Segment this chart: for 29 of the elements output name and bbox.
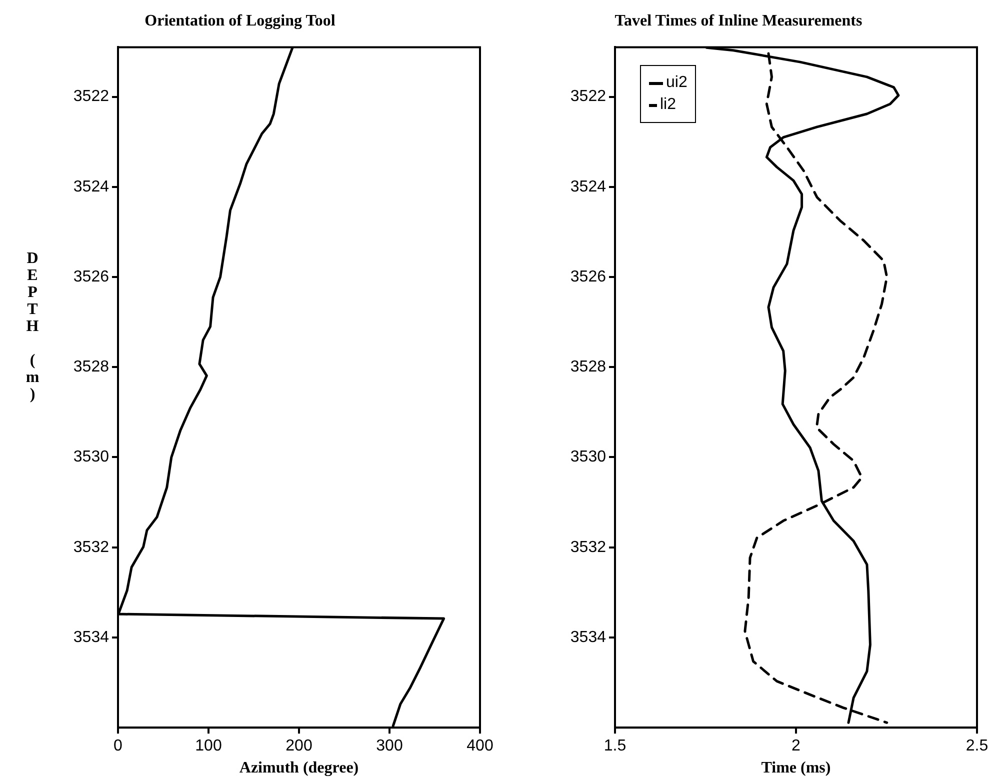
- y-tick-label: 3530: [570, 448, 606, 466]
- x-tick-label: 2: [792, 738, 801, 755]
- x-tick-label: 1.5: [604, 738, 626, 755]
- y-tick-label: 3526: [570, 268, 606, 286]
- y-tick-label: 3528: [570, 358, 606, 376]
- y-tick-label: 3524: [73, 178, 110, 196]
- y-tick-label: 3532: [73, 538, 110, 556]
- legend-label: li2: [660, 96, 676, 114]
- chart-title: Tavel Times of Inline Measurements: [614, 12, 862, 30]
- y-tick-label: 3526: [73, 268, 110, 286]
- y-tick-label: 3522: [73, 88, 110, 106]
- y-tick-label: 3528: [73, 358, 110, 376]
- x-tick-label: 300: [376, 738, 403, 755]
- chart-title: Orientation of Logging Tool: [144, 12, 336, 30]
- x-axis-title: Time (ms): [761, 760, 831, 777]
- y-tick-label: 3524: [570, 178, 606, 196]
- x-tick-label: 2.5: [966, 738, 988, 755]
- y-tick-label: 3522: [570, 88, 606, 106]
- x-tick-label: 100: [195, 738, 222, 755]
- x-axis-title: Azimuth (degree): [239, 760, 359, 777]
- y-tick-label: 3534: [570, 628, 606, 646]
- y-tick-label: 3530: [73, 448, 110, 466]
- y-tick-label: 3532: [570, 538, 606, 556]
- y-tick-label: 3534: [73, 628, 110, 646]
- legend-label: ui2: [666, 74, 688, 92]
- x-tick-label: 200: [286, 738, 312, 755]
- x-tick-label: 0: [114, 738, 123, 755]
- y-axis-title: DEPTH (m): [24, 250, 41, 403]
- x-tick-label: 400: [466, 738, 494, 755]
